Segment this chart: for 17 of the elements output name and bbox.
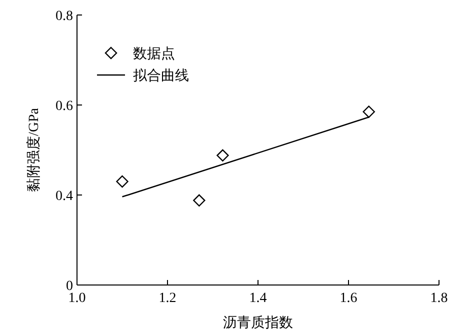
legend-label: 拟合曲线 <box>133 68 189 84</box>
y-tick-label: 0.8 <box>56 9 73 24</box>
point <box>193 194 206 206</box>
x-tick-label: 1.6 <box>340 291 358 306</box>
x-tick-label: 1.0 <box>68 291 86 306</box>
x-tick-label: 1.8 <box>430 291 448 306</box>
point <box>362 106 375 118</box>
x-tick-label: 1.2 <box>158 291 176 306</box>
y-axis-title: 黏附强度/GPa <box>26 107 42 192</box>
y-tick-label: 0.4 <box>56 189 73 204</box>
point <box>116 175 128 188</box>
x-axis-title: 沥青质指数 <box>223 315 293 331</box>
point <box>216 149 229 162</box>
x-tick-label: 1.4 <box>249 291 267 306</box>
legend-label: 数据点 <box>133 46 175 62</box>
y-tick-label: 0.6 <box>56 99 73 114</box>
y-tick-label: 0 <box>66 279 73 294</box>
